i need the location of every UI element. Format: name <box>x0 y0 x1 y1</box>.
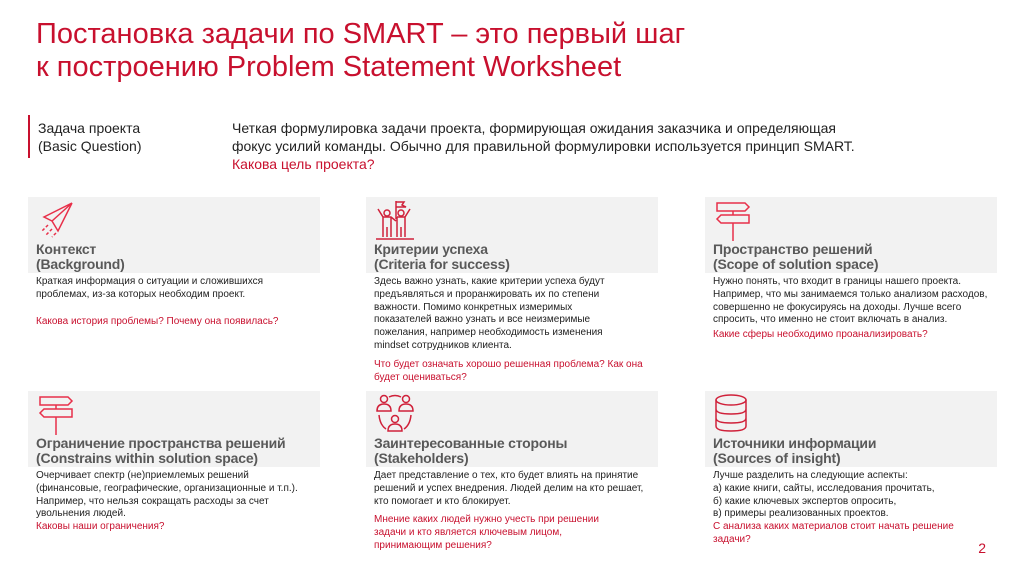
accent-bar <box>28 115 30 158</box>
card-scope: Пространство решений (Scope of solution s… <box>705 197 997 342</box>
card-stakeholders: Заинтересованные стороны (Stakeholders) Д… <box>366 391 658 553</box>
card-criteria: Критерии успеха (Criteria for success) Зд… <box>366 197 658 384</box>
database-icon <box>715 394 747 432</box>
slide-title: Постановка задачи по SMART – это первый … <box>36 18 686 83</box>
card-sources: Источники информации (Sources of insight)… <box>705 391 997 547</box>
card-background: Контекст (Background) Краткая информация … <box>28 197 320 328</box>
people-flag-icon <box>376 201 414 240</box>
paper-plane-icon <box>41 202 73 238</box>
basic-question-description: Четкая формулировка задачи проекта, форм… <box>232 120 855 172</box>
basic-question-label: Задача проекта (Basic Question) <box>38 120 142 154</box>
page-number: 2 <box>978 540 986 556</box>
stakeholders-icon <box>376 394 414 432</box>
signpost-icon <box>38 396 74 435</box>
card-constraints: Ограничение пространства решений (Constra… <box>28 391 320 534</box>
signpost-icon <box>715 202 751 241</box>
